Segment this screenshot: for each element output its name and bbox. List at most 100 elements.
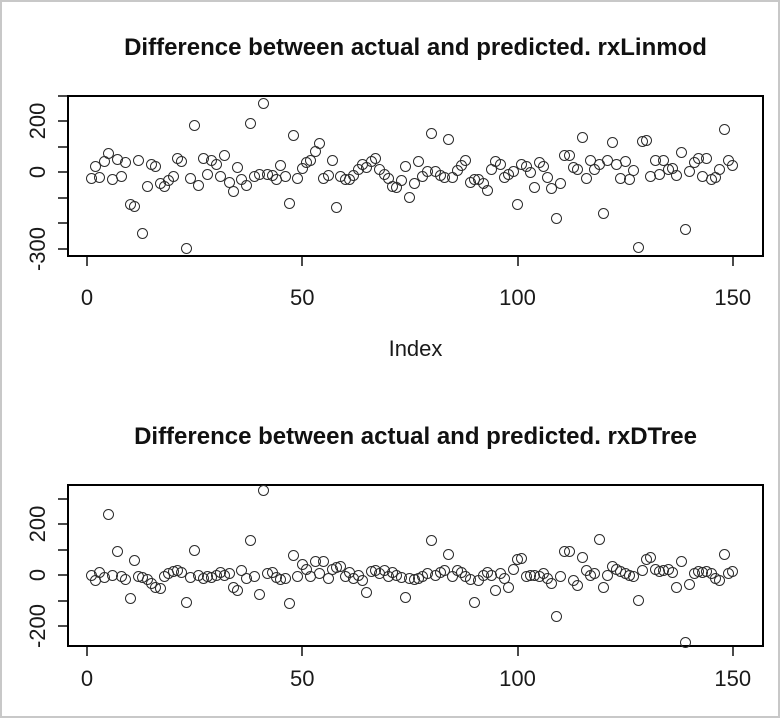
data-point — [628, 165, 640, 177]
data-point — [176, 156, 188, 168]
plot-box — [67, 95, 764, 257]
data-point — [503, 581, 515, 593]
y-tick — [58, 599, 67, 602]
y-tick-label: 200 — [25, 505, 50, 543]
data-point — [219, 150, 231, 162]
data-point — [115, 170, 127, 182]
y-tick — [58, 497, 67, 500]
x-tick-label: 50 — [290, 285, 315, 310]
data-point — [404, 191, 416, 203]
x-tick — [731, 257, 734, 266]
data-point — [671, 581, 683, 593]
data-point — [593, 533, 605, 545]
y-tick — [58, 145, 67, 148]
y-tick-label: 200 — [25, 102, 50, 140]
data-point — [180, 597, 192, 609]
data-point — [701, 152, 713, 164]
data-point — [507, 166, 519, 178]
x-tick-label: 100 — [499, 285, 536, 310]
data-point — [408, 178, 420, 190]
data-point — [279, 171, 291, 183]
data-point — [313, 138, 325, 150]
data-point — [727, 160, 739, 172]
x-tick — [301, 257, 304, 266]
data-point — [580, 172, 592, 184]
data-point — [512, 199, 523, 211]
data-point — [494, 158, 506, 170]
chart-title-rxdtree: Difference between actual and predicted.… — [134, 423, 697, 450]
data-point — [120, 573, 132, 585]
data-point — [443, 548, 455, 560]
data-point — [180, 243, 192, 254]
data-point — [666, 567, 678, 579]
data-point — [684, 166, 696, 178]
y-tick — [58, 548, 67, 551]
data-point — [542, 171, 554, 183]
data-point — [326, 155, 338, 167]
data-point — [572, 580, 584, 592]
data-point — [124, 592, 136, 604]
data-point — [223, 568, 235, 580]
data-point — [249, 571, 261, 583]
x-tick-label: 150 — [714, 666, 752, 691]
data-point — [292, 172, 304, 184]
data-point — [292, 570, 304, 582]
data-point — [322, 169, 334, 181]
data-point — [555, 178, 567, 190]
y-tick-label: 0 — [25, 568, 50, 582]
data-point — [128, 555, 140, 567]
data-point — [335, 560, 347, 572]
data-point — [412, 156, 424, 168]
data-point — [150, 161, 162, 173]
data-point — [555, 570, 567, 582]
data-point — [120, 157, 132, 169]
x-tick — [516, 257, 519, 266]
data-point — [550, 610, 562, 622]
data-point — [460, 155, 472, 167]
data-point — [679, 637, 691, 649]
data-point — [684, 579, 696, 591]
data-point — [275, 159, 287, 171]
data-point — [632, 241, 644, 253]
data-point — [550, 212, 562, 224]
data-point — [619, 156, 631, 168]
x-tick — [86, 257, 88, 266]
data-point — [133, 154, 145, 166]
data-point — [288, 130, 300, 142]
data-point — [400, 591, 412, 603]
data-point — [189, 544, 201, 556]
data-point — [167, 170, 179, 182]
y-tick — [58, 247, 67, 250]
data-point — [576, 551, 588, 563]
data-point — [718, 548, 730, 560]
data-point — [103, 508, 115, 520]
data-point — [103, 147, 115, 159]
data-point — [331, 201, 343, 213]
data-point — [245, 535, 257, 547]
x-axis-title-index: Index — [388, 336, 443, 361]
x-tick-label: 50 — [290, 666, 315, 691]
data-point — [288, 549, 300, 561]
y-tick — [58, 523, 67, 525]
data-point — [369, 153, 381, 165]
data-point — [283, 597, 295, 609]
x-tick-label: 150 — [714, 285, 752, 310]
y-tick-label: -300 — [25, 226, 50, 271]
y-tick — [58, 94, 67, 97]
y-tick — [58, 196, 67, 199]
data-point — [507, 564, 519, 576]
data-point — [240, 179, 252, 191]
x-tick-label: 100 — [499, 666, 536, 691]
plot-box — [67, 484, 764, 647]
data-point — [563, 150, 575, 162]
data-point — [490, 584, 502, 596]
data-point — [529, 181, 541, 193]
data-point — [675, 556, 687, 568]
y-tick-label: -200 — [25, 603, 50, 649]
x-tick — [516, 647, 519, 656]
data-point — [141, 181, 153, 193]
data-point — [258, 485, 269, 497]
data-point — [283, 197, 295, 209]
x-tick-label: 0 — [80, 666, 94, 691]
x-tick-label: 0 — [80, 285, 94, 310]
